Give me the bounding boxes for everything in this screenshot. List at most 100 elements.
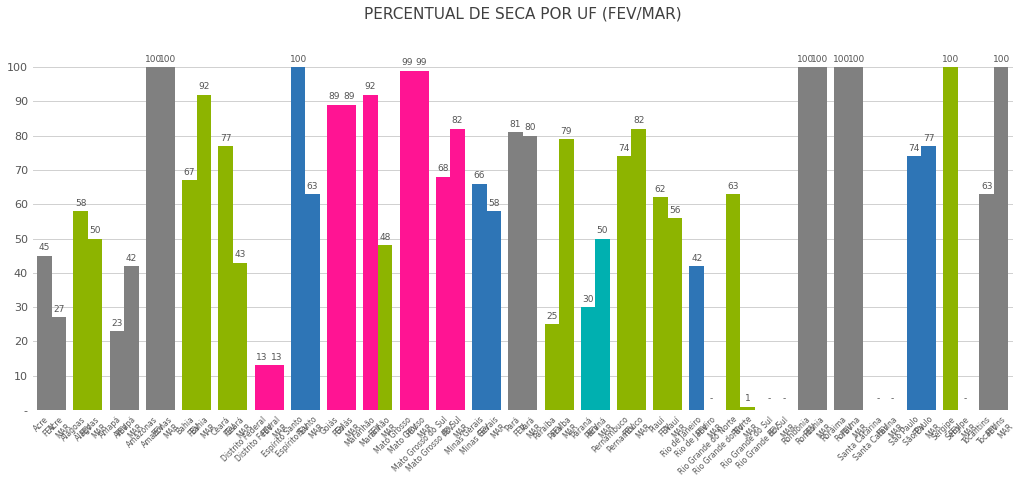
Text: 27: 27 xyxy=(53,305,65,314)
Text: 42: 42 xyxy=(126,253,137,263)
Text: 58: 58 xyxy=(75,199,86,208)
Bar xyxy=(849,67,863,410)
Text: 100: 100 xyxy=(290,55,307,64)
Bar xyxy=(37,256,51,410)
Bar xyxy=(451,129,465,410)
Bar xyxy=(581,307,595,410)
Bar xyxy=(74,211,88,410)
Text: 30: 30 xyxy=(583,295,594,304)
Bar xyxy=(508,132,523,410)
Text: 99: 99 xyxy=(416,58,427,67)
Text: 80: 80 xyxy=(524,123,536,132)
Bar xyxy=(689,266,703,410)
Text: 63: 63 xyxy=(727,182,738,191)
Text: 92: 92 xyxy=(365,82,376,91)
Text: 100: 100 xyxy=(834,55,850,64)
Bar xyxy=(88,239,102,410)
Bar xyxy=(51,317,67,410)
Text: 13: 13 xyxy=(256,353,267,362)
Text: 50: 50 xyxy=(89,226,101,235)
Bar xyxy=(436,177,451,410)
Text: 89: 89 xyxy=(343,92,354,102)
Bar xyxy=(835,67,849,410)
Bar xyxy=(269,365,284,410)
Text: 56: 56 xyxy=(670,206,681,215)
Bar xyxy=(907,156,922,410)
Text: 58: 58 xyxy=(488,199,500,208)
Text: 23: 23 xyxy=(112,319,123,327)
Text: 62: 62 xyxy=(654,185,667,194)
Bar xyxy=(145,67,161,410)
Bar xyxy=(255,365,269,410)
Bar xyxy=(182,180,197,410)
Bar xyxy=(124,266,138,410)
Text: 81: 81 xyxy=(510,120,521,129)
Bar xyxy=(595,239,609,410)
Bar xyxy=(218,146,232,410)
Bar xyxy=(327,105,342,410)
Bar xyxy=(232,263,248,410)
Bar xyxy=(291,67,305,410)
Text: 100: 100 xyxy=(942,55,959,64)
Text: 82: 82 xyxy=(633,116,644,125)
Bar xyxy=(653,197,668,410)
Bar xyxy=(486,211,501,410)
Bar xyxy=(617,156,632,410)
Text: 43: 43 xyxy=(234,250,246,259)
Bar xyxy=(994,67,1009,410)
Text: -: - xyxy=(964,394,967,403)
Text: 74: 74 xyxy=(618,144,630,153)
Text: 50: 50 xyxy=(597,226,608,235)
Bar xyxy=(472,184,486,410)
Bar xyxy=(813,67,827,410)
Bar xyxy=(523,136,538,410)
Text: 79: 79 xyxy=(560,127,572,136)
Bar xyxy=(342,105,356,410)
Title: PERCENTUAL DE SECA POR UF (FEV/MAR): PERCENTUAL DE SECA POR UF (FEV/MAR) xyxy=(364,7,682,22)
Text: 92: 92 xyxy=(199,82,210,91)
Text: 99: 99 xyxy=(401,58,413,67)
Text: -: - xyxy=(768,394,771,403)
Text: 66: 66 xyxy=(473,171,485,180)
Text: 77: 77 xyxy=(923,134,935,142)
Bar xyxy=(798,67,813,410)
Text: 100: 100 xyxy=(797,55,814,64)
Text: -: - xyxy=(710,394,713,403)
Bar xyxy=(632,129,646,410)
Bar xyxy=(197,95,211,410)
Text: 1: 1 xyxy=(744,394,751,403)
Bar xyxy=(668,218,682,410)
Text: 100: 100 xyxy=(992,55,1010,64)
Text: 68: 68 xyxy=(437,164,449,173)
Bar xyxy=(726,194,740,410)
Text: -: - xyxy=(782,394,785,403)
Bar xyxy=(399,71,414,410)
Bar xyxy=(364,95,378,410)
Text: 89: 89 xyxy=(329,92,340,102)
Text: 63: 63 xyxy=(981,182,992,191)
Bar xyxy=(378,246,392,410)
Bar xyxy=(943,67,957,410)
Bar xyxy=(740,407,755,410)
Bar xyxy=(305,194,319,410)
Text: 67: 67 xyxy=(183,168,196,177)
Text: 74: 74 xyxy=(908,144,920,153)
Bar xyxy=(559,139,573,410)
Bar xyxy=(161,67,175,410)
Text: 82: 82 xyxy=(452,116,463,125)
Text: 63: 63 xyxy=(307,182,318,191)
Text: 45: 45 xyxy=(39,243,50,252)
Text: 25: 25 xyxy=(546,312,557,321)
Text: 100: 100 xyxy=(144,55,162,64)
Bar xyxy=(922,146,936,410)
Bar xyxy=(545,324,559,410)
Text: 100: 100 xyxy=(811,55,828,64)
Text: 42: 42 xyxy=(691,253,702,263)
Text: 77: 77 xyxy=(220,134,231,142)
Text: 100: 100 xyxy=(848,55,865,64)
Text: 100: 100 xyxy=(159,55,176,64)
Text: 13: 13 xyxy=(270,353,282,362)
Text: -: - xyxy=(891,394,894,403)
Text: -: - xyxy=(877,394,880,403)
Bar xyxy=(979,194,994,410)
